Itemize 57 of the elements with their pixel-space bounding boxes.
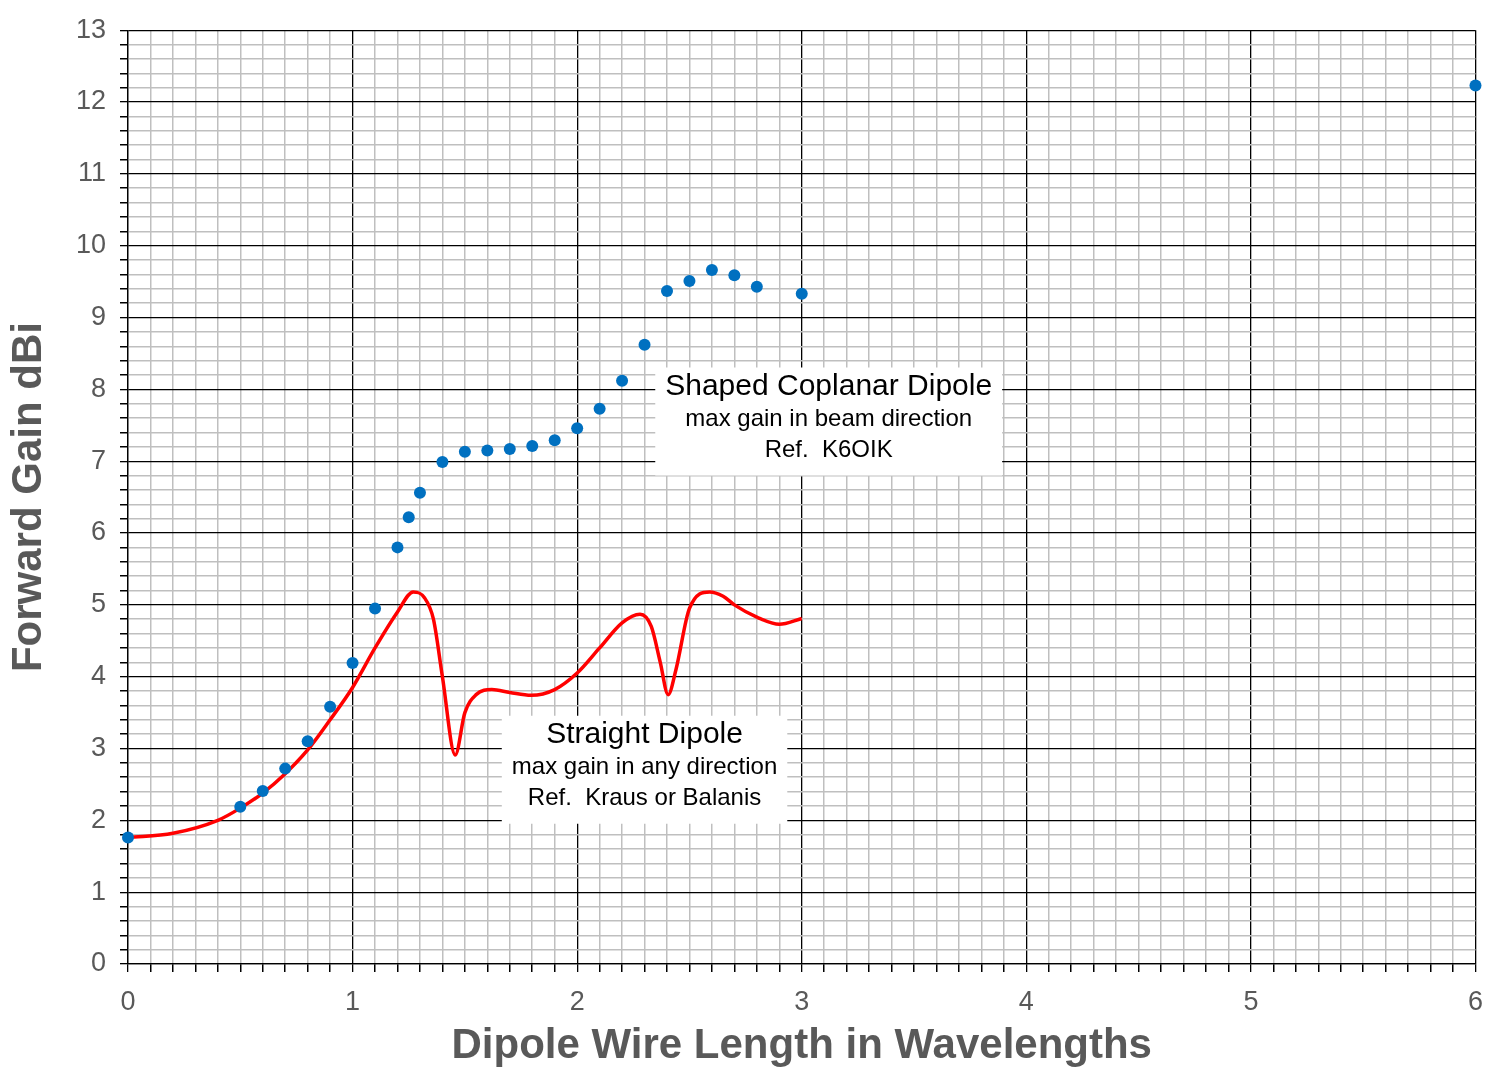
y-tick-label: 6	[90, 516, 106, 547]
x-tick-label: 5	[1243, 985, 1259, 1016]
series-label: Shaped Coplanar Dipole	[665, 367, 993, 401]
point	[548, 434, 561, 447]
y-tick-label: 9	[90, 300, 106, 331]
point	[279, 762, 292, 775]
series-label: Straight Dipole	[546, 716, 743, 750]
point	[593, 402, 606, 415]
point	[571, 422, 584, 435]
x-axis-title: Dipole Wire Length in Wavelengths	[451, 1020, 1152, 1068]
point	[413, 486, 426, 499]
point	[661, 284, 673, 297]
y-tick-label: 13	[75, 13, 106, 44]
point	[301, 735, 314, 748]
point	[1469, 79, 1482, 92]
point	[705, 264, 718, 277]
point	[750, 280, 763, 293]
x-tick-label: 6	[1467, 985, 1484, 1016]
y-tick-label: 8	[90, 372, 106, 403]
y-tick-label: 4	[90, 660, 106, 691]
y-axis-title: Forward Gain dBi	[2, 322, 50, 673]
y-tick-label: 3	[90, 731, 106, 762]
point	[436, 455, 449, 468]
x-tick-label: 2	[569, 985, 585, 1016]
x-tick-label: 4	[1018, 985, 1034, 1016]
x-tick-label: 0	[120, 985, 136, 1016]
point	[346, 657, 359, 670]
annotation: Ref. Kraus or Balanis	[527, 783, 762, 811]
annotation: max gain in beam direction	[685, 404, 973, 432]
y-tick-label: 10	[75, 229, 106, 260]
y-tick-label: 2	[90, 803, 106, 834]
point	[481, 444, 494, 457]
point	[683, 274, 696, 287]
point	[616, 374, 629, 387]
annotation: Ref. K6OIK	[764, 435, 893, 463]
x-tick-label: 3	[794, 985, 810, 1016]
point	[122, 831, 134, 844]
x-tick-label: 1	[345, 985, 361, 1016]
y-tick-label: 12	[75, 85, 106, 116]
point	[458, 445, 471, 458]
y-tick-label: 1	[90, 875, 106, 906]
y-tick-label: 0	[90, 947, 106, 978]
point	[795, 287, 808, 300]
point	[402, 511, 415, 524]
point	[638, 338, 651, 351]
y-tick-label: 5	[90, 588, 106, 619]
y-tick-label: 11	[77, 157, 106, 188]
point	[503, 442, 516, 455]
point	[369, 602, 382, 615]
y-tick-label: 7	[90, 444, 106, 475]
point	[256, 784, 269, 797]
point	[728, 269, 741, 282]
point	[234, 800, 247, 813]
point	[391, 541, 404, 554]
annotation: max gain in any direction	[511, 752, 778, 780]
point	[526, 440, 539, 453]
point	[324, 700, 337, 713]
